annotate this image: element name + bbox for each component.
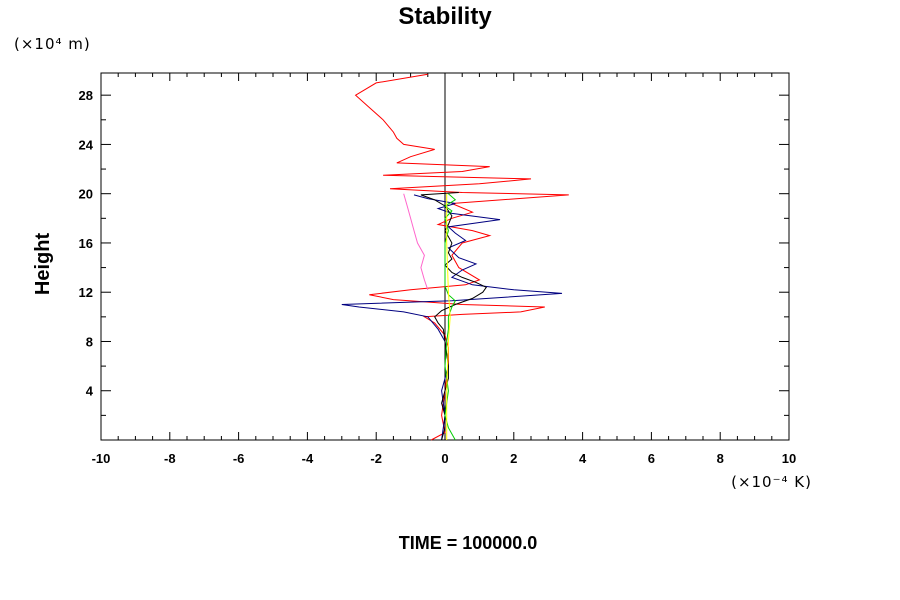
y-tick-label: 28	[79, 88, 93, 103]
series-line	[354, 73, 569, 441]
x-axis-unit-label: (×10⁻⁴ K)	[731, 473, 812, 491]
x-tick-label: -2	[370, 451, 382, 466]
x-tick-label: 4	[579, 451, 587, 466]
y-tick-label: 20	[79, 187, 93, 202]
series-line	[446, 193, 451, 440]
x-tick-label: 10	[782, 451, 796, 466]
y-tick-label: 16	[79, 236, 93, 251]
x-tick-label: 0	[441, 451, 448, 466]
series-line	[444, 193, 457, 441]
chart-title: Stability	[398, 3, 492, 30]
x-tick-label: -6	[233, 451, 245, 466]
y-tick-label: 24	[79, 137, 94, 152]
x-tick-label: 6	[648, 451, 655, 466]
x-tick-label: -4	[302, 451, 314, 466]
time-label: TIME = 100000.0	[399, 533, 538, 553]
x-tick-label: -10	[92, 451, 111, 466]
series-line	[420, 192, 488, 441]
y-tick-label: 4	[86, 384, 94, 399]
series-line	[341, 194, 563, 441]
series-line	[403, 193, 429, 290]
y-axis-unit-label: (×10⁴ m)	[14, 35, 91, 53]
y-tick-label: 8	[86, 334, 93, 349]
x-tick-label: 8	[717, 451, 724, 466]
x-tick-label: 2	[510, 451, 517, 466]
x-tick-label: -8	[164, 451, 176, 466]
y-axis-label: Height	[32, 233, 54, 296]
data-series	[341, 73, 569, 441]
y-tick-label: 12	[79, 285, 93, 300]
